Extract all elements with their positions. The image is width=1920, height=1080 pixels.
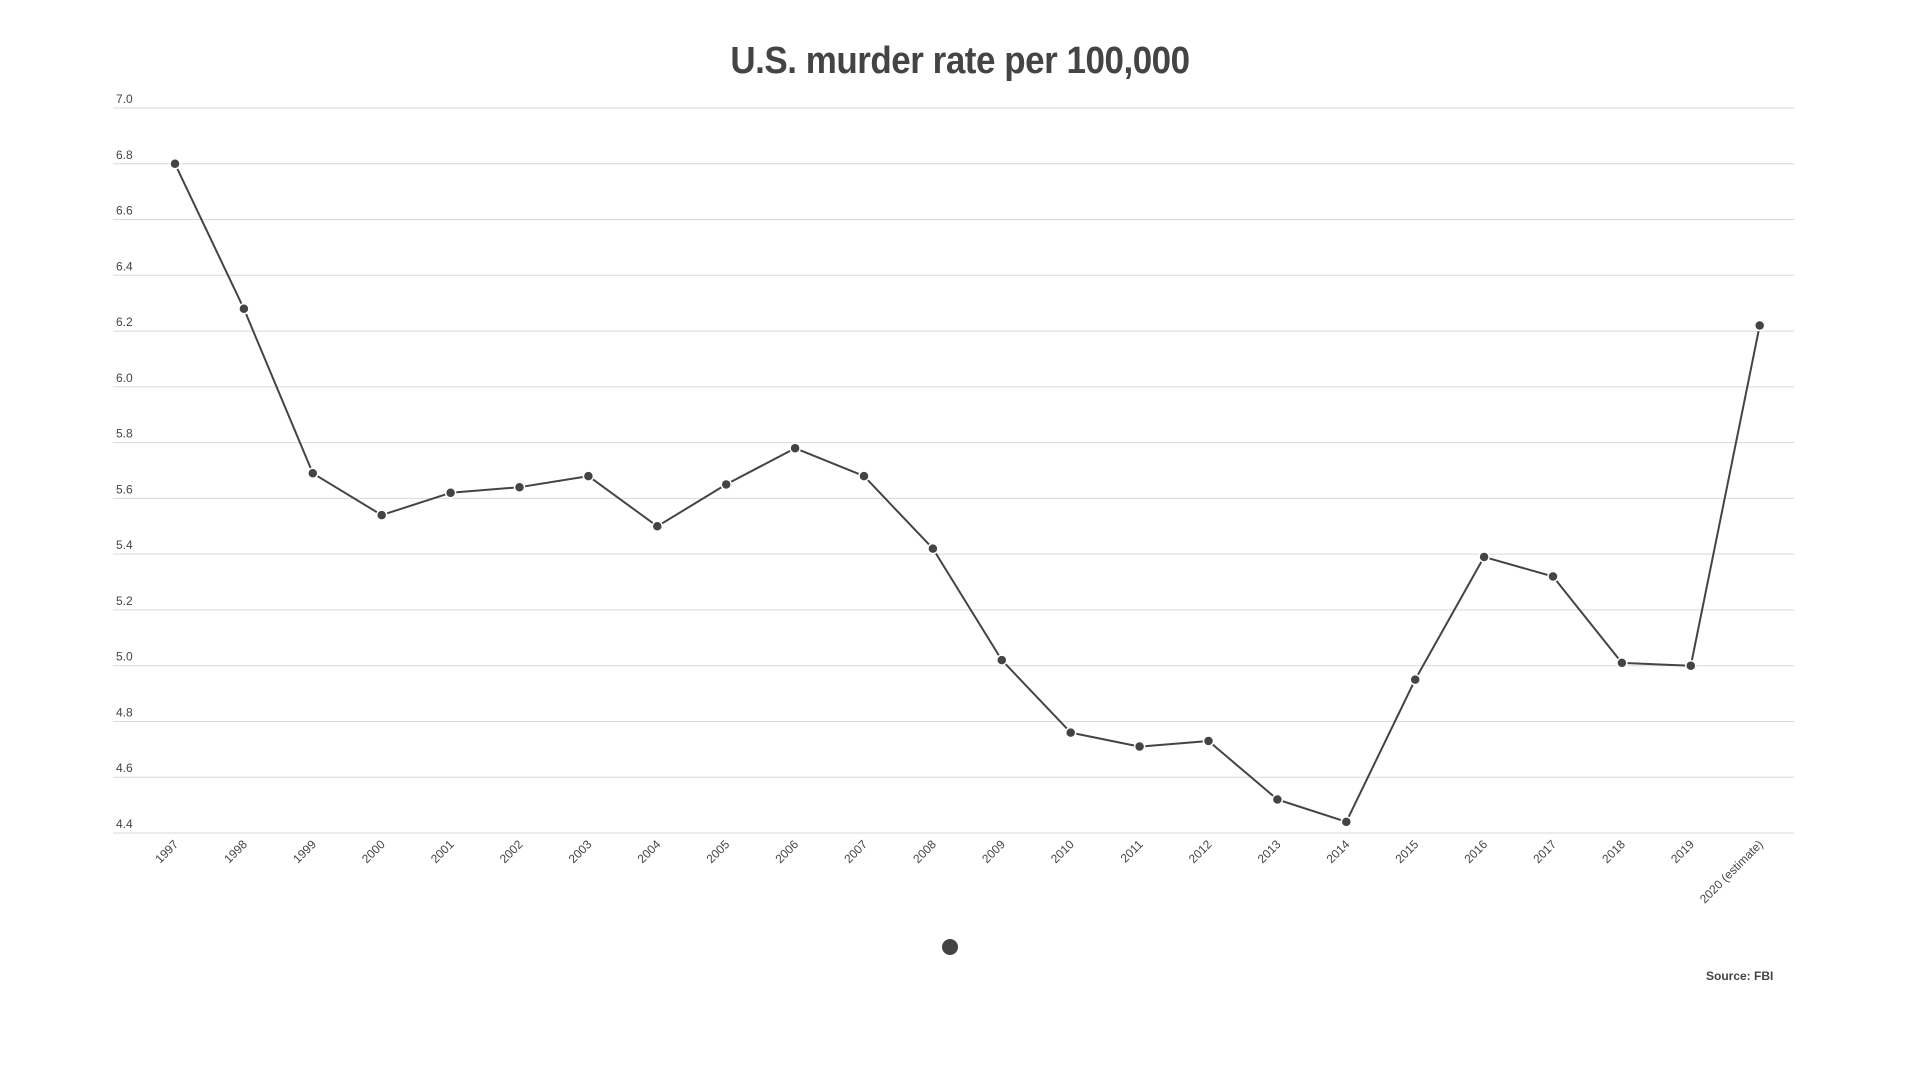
y-tick-label: 4.6 (116, 761, 133, 775)
data-point[interactable]: 2005: 5.65 (720, 478, 732, 491)
x-tick-label: 2006 (772, 837, 801, 866)
x-tick-label: 2001 (428, 837, 457, 866)
data-point[interactable]: 2004: 5.5 (651, 520, 664, 533)
x-tick-label: 2013 (1255, 837, 1284, 866)
y-tick-label: 4.8 (116, 705, 133, 719)
y-tick-label: 6.2 (116, 315, 133, 329)
data-point[interactable]: 2003: 5.68 (582, 470, 595, 482)
x-tick-label: 2003 (566, 837, 595, 866)
data-point[interactable]: 2011: 4.71 (1133, 740, 1146, 753)
y-tick-label: 5.6 (116, 482, 133, 496)
x-tick-label: 2012 (1186, 837, 1215, 866)
y-tick-label: 4.4 (116, 817, 133, 831)
x-tick-label: 2014 (1324, 837, 1353, 866)
y-tick-label: 6.4 (116, 259, 133, 273)
series-line (174, 163, 1761, 823)
data-point[interactable]: 2013: 4.52 (1271, 793, 1284, 806)
y-tick-label: 5.2 (116, 594, 133, 608)
legend-marker-icon[interactable] (942, 939, 958, 955)
data-point[interactable]: 2015: 4.95 (1409, 673, 1421, 686)
x-tick-label: 2020 (estimate) (1697, 837, 1766, 906)
x-tick-label: 1997 (152, 837, 181, 866)
data-point[interactable]: 1999: 5.69 (307, 467, 319, 480)
y-tick-label: 5.0 (116, 650, 133, 664)
y-tick-label: 6.6 (116, 204, 133, 218)
x-tick-label: 2017 (1530, 837, 1559, 866)
data-point[interactable]: 2010: 4.76 (1064, 726, 1077, 739)
data-point[interactable]: 2009: 5.02 (996, 654, 1008, 666)
x-tick-label: 2016 (1461, 837, 1490, 866)
data-point[interactable]: 2017: 5.32 (1547, 570, 1559, 583)
x-tick-label: 2004 (635, 837, 664, 866)
y-tick-label: 5.8 (116, 427, 133, 441)
data-series: 1997: 6.8 1998: 6.28 1999: 5.69 2000: 5.54 2… (169, 158, 1766, 828)
x-tick-label: 2005 (704, 837, 733, 866)
y-tick-label: 6.0 (116, 371, 133, 385)
data-point[interactable]: 2008: 5.42 (927, 542, 939, 555)
data-point[interactable]: 1997: 6.8 (169, 158, 181, 170)
chart-title: U.S. murder rate per 100,000 (730, 40, 1190, 82)
x-tick-label: 2008 (910, 837, 939, 866)
data-point[interactable]: 2020 (estimate): 6.22 (1753, 319, 1766, 332)
x-axis-ticks: 1997 1998 1999 2000 2001 2002 2003 2004 2005 2006… (152, 837, 1765, 906)
x-tick-label: 2018 (1599, 837, 1628, 866)
x-tick-label: 2009 (979, 837, 1008, 866)
data-point[interactable]: 2014: 4.44 (1340, 816, 1353, 828)
y-tick-label: 7.0 (116, 92, 133, 106)
x-tick-label: 2015 (1393, 837, 1422, 866)
x-tick-label: 2019 (1668, 837, 1697, 866)
data-point[interactable]: 2016: 5.39 (1478, 551, 1490, 563)
data-point[interactable]: 2019: 5 (1685, 659, 1697, 672)
data-point[interactable]: 2012: 4.73 (1202, 735, 1215, 747)
x-tick-label: 2011 (1118, 837, 1146, 865)
y-tick-label: 6.8 (116, 148, 133, 162)
x-tick-label: 2010 (1048, 837, 1077, 866)
source-note: Source: FBI (1706, 969, 1774, 983)
data-point[interactable]: 2006: 5.78 (789, 442, 801, 454)
x-tick-label: 1999 (290, 837, 319, 866)
data-point[interactable]: 2018: 5.01 (1616, 657, 1628, 669)
data-point[interactable]: 2007: 5.68 (858, 470, 870, 482)
data-point[interactable]: 1998: 6.28 (238, 303, 250, 315)
gridlines (113, 107, 1794, 834)
x-tick-label: 2002 (497, 837, 526, 866)
data-point[interactable]: 2001: 5.62 (444, 487, 457, 499)
data-point[interactable]: 2002: 5.64 (513, 481, 526, 493)
x-tick-label: 2007 (841, 837, 870, 866)
x-tick-label: 2000 (359, 837, 388, 866)
x-tick-label: 1998 (221, 837, 250, 866)
y-axis-ticks: 4.4 4.6 4.8 5.0 5.2 5.4 5.6 5.8 6.0 6.2 6.4 6.6 6.8 7… (116, 92, 133, 831)
y-tick-label: 5.4 (116, 538, 133, 552)
data-point[interactable]: 2000: 5.54 (375, 509, 388, 521)
